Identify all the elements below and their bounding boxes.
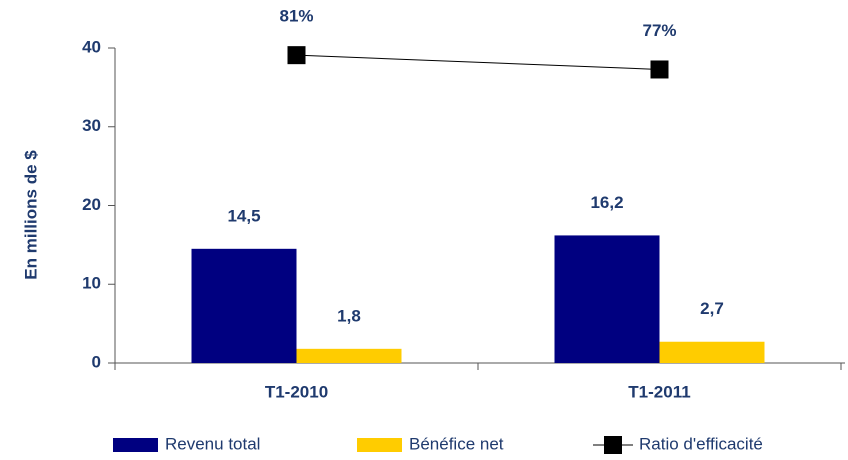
legend-swatch <box>357 438 402 452</box>
legend-marker <box>604 436 622 454</box>
y-tick-label: 30 <box>82 116 101 135</box>
bar <box>296 348 402 363</box>
bar <box>659 341 765 363</box>
bar <box>191 248 297 363</box>
y-tick-label: 0 <box>92 352 101 371</box>
y-tick-label: 10 <box>82 274 101 293</box>
line-marker <box>650 60 669 79</box>
bar <box>554 235 660 363</box>
x-tick-label: T1-2010 <box>265 382 328 401</box>
legend-label: Bénéfice net <box>409 434 504 453</box>
line-marker <box>287 46 306 65</box>
line <box>296 54 660 70</box>
line-value-label: 81% <box>279 7 313 26</box>
legend-label: Revenu total <box>165 434 260 453</box>
y-axis-label: En millions de $ <box>21 150 40 280</box>
bar-value-label: 2,7 <box>700 299 724 318</box>
legend-label: Ratio d'efficacité <box>639 434 763 453</box>
bar-value-label: 14,5 <box>227 206 260 225</box>
y-tick-label: 20 <box>82 195 101 214</box>
bar-value-label: 1,8 <box>337 306 361 325</box>
y-tick-label: 40 <box>82 37 101 56</box>
legend-swatch <box>113 438 158 452</box>
bar-value-label: 16,2 <box>590 193 623 212</box>
line-value-label: 77% <box>642 21 676 40</box>
x-tick-label: T1-2011 <box>628 382 690 401</box>
